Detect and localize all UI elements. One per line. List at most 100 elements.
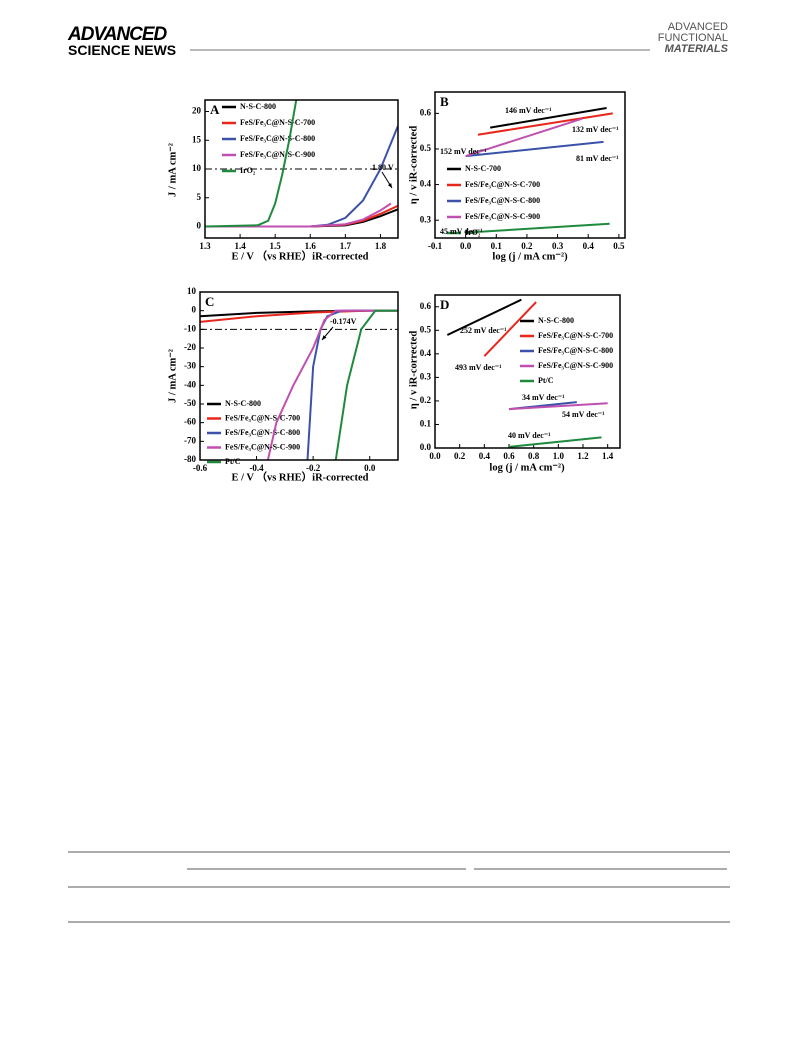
annotation: 81 mV dec⁻¹	[576, 154, 619, 163]
data-line	[306, 309, 398, 460]
x-tick-label: -0.1	[428, 241, 443, 251]
y-tick-label: 0	[192, 305, 197, 315]
x-tick-label: 1.7	[340, 241, 352, 251]
panel-label: A	[210, 102, 220, 117]
panel-label: D	[440, 297, 449, 312]
x-tick-label: 0.0	[460, 241, 472, 251]
y-tick-label: 10	[192, 163, 202, 173]
x-tick-label: 1.0	[553, 451, 565, 461]
x-tick-label: 1.3	[199, 241, 211, 251]
y-tick-label: 0.1	[420, 419, 432, 429]
y-tick-label: 0.5	[420, 324, 432, 334]
x-axis-label: log (j / mA cm⁻²)	[492, 251, 568, 262]
annotation: -0.174V	[330, 317, 357, 326]
journal-title: MATERIALS	[665, 43, 729, 55]
x-tick-label: 0.2	[454, 451, 466, 461]
journal-title: FUNCTIONAL	[658, 32, 728, 44]
x-tick-label: -0.4	[249, 463, 264, 473]
legend-label: FeS/Fe₃C@N-S-C-900	[465, 212, 540, 221]
panel-label: C	[205, 294, 214, 309]
y-tick-label: -70	[184, 435, 196, 445]
y-tick-label: 0.6	[420, 301, 432, 311]
y-tick-label: 5	[197, 192, 202, 202]
arrow-head	[322, 335, 327, 340]
y-tick-label: 0.0	[420, 442, 432, 452]
y-tick-label: 0.6	[420, 107, 432, 117]
x-tick-label: 0.6	[503, 451, 515, 461]
chart-panel: 0.0 0.2 0.4 0.6 0.8 1.0 1.2 1.4 0.0 0.1 0.2 0.3 0.4 0…	[408, 294, 621, 473]
annotation: 493 mV dec⁻¹	[455, 363, 502, 372]
y-tick-label: 20	[192, 106, 202, 116]
data-line	[446, 298, 522, 336]
annotation: 34 mV dec⁻¹	[522, 393, 565, 402]
journal-brand: ADVANCED	[67, 24, 168, 45]
y-axis-label: η / v iR-corrected	[408, 126, 419, 205]
x-tick-label: -0.2	[306, 463, 321, 473]
annotation: 45 mV dec⁻¹	[440, 227, 483, 236]
legend-label: N-S-C-800	[225, 399, 261, 408]
annotation: 146 mV dec⁻¹	[505, 106, 552, 115]
legend-label: FeS/Fe₃C@N-S-C-800	[538, 346, 613, 355]
x-tick-label: 0.0	[364, 463, 376, 473]
panel-label: B	[440, 94, 449, 109]
data-line	[205, 202, 392, 228]
x-tick-label: 0.0	[429, 451, 441, 461]
y-tick-label: -30	[184, 361, 196, 371]
annotation: 54 mV dec⁻¹	[562, 410, 605, 419]
annotation: 1.80 V	[372, 163, 394, 172]
y-tick-label: -20	[184, 342, 196, 352]
x-axis-label: E / V （vs RHE）iR-corrected	[231, 470, 368, 483]
x-tick-label: 1.8	[375, 241, 387, 251]
legend-label: N-S-C-800	[538, 316, 574, 325]
x-tick-label: 0.1	[491, 241, 503, 251]
journal-title: ADVANCED	[668, 21, 728, 33]
y-tick-label: 0.2	[420, 395, 432, 405]
data-line	[465, 117, 583, 158]
y-tick-label: 0	[197, 221, 202, 231]
plot-frame	[434, 294, 621, 449]
x-tick-label: 1.2	[577, 451, 589, 461]
data-line	[334, 309, 398, 460]
legend-label: FeS/Fe₃C@N-S-C-800	[225, 428, 300, 437]
legend-label: Pt/C	[225, 457, 241, 466]
legend-label: FeS/Fe₃C@N-S-C-700	[538, 331, 613, 340]
data-line	[508, 436, 602, 448]
y-tick-label: 0.5	[420, 143, 432, 153]
legend-label: FeS/Fe₃C@N-S-C-700	[465, 180, 540, 189]
annotation: 252 mV dec⁻¹	[460, 326, 507, 335]
legend-label: FeS/Fe₃C@N-S-C-700	[240, 118, 315, 127]
legend-label: IrO₂	[465, 228, 481, 237]
x-tick-label: 0.8	[528, 451, 540, 461]
plot-frame	[199, 291, 399, 461]
legend-label: N-S-C-700	[465, 164, 501, 173]
y-tick-label: 10	[187, 286, 197, 296]
annotation: 40 mV dec⁻¹	[508, 431, 551, 440]
journal-brand: SCIENCE NEWS	[68, 42, 176, 58]
x-axis-label: log (j / mA cm⁻²)	[489, 462, 565, 473]
x-axis-label: E / V （vs RHE）iR-corrected	[231, 249, 368, 262]
data-line	[477, 112, 613, 136]
legend-label: FeS/Fe₃C@N-S-C-900	[538, 361, 613, 370]
x-tick-label: -0.6	[193, 463, 208, 473]
y-tick-label: -40	[184, 379, 196, 389]
data-line	[465, 140, 604, 158]
y-axis-label: J / mA cm⁻²	[167, 349, 178, 403]
x-tick-label: 1.4	[234, 241, 246, 251]
table-rules	[68, 851, 730, 923]
x-tick-label: 0.2	[521, 241, 533, 251]
data-line	[205, 100, 298, 228]
legend-label: IrO₂	[240, 166, 256, 175]
y-tick-label: 0.3	[420, 214, 432, 224]
y-tick-label: -50	[184, 398, 196, 408]
x-tick-label: 0.4	[583, 241, 595, 251]
x-tick-label: 1.5	[270, 241, 282, 251]
legend-label: FeS/Fe₃C@N-S-C-800	[465, 196, 540, 205]
x-tick-label: 0.4	[479, 451, 491, 461]
annotation: 152 mV dec⁻¹	[440, 147, 487, 156]
legend-label: FeS/Fe₃C@N-S-C-700	[225, 413, 300, 422]
legend-label: FeS/Fe₃C@N-S-C-800	[240, 134, 315, 143]
arrow-head	[387, 183, 392, 188]
y-tick-label: 0.3	[420, 371, 432, 381]
legend-label: FeS/Fe₃C@N-S-C-900	[225, 442, 300, 451]
